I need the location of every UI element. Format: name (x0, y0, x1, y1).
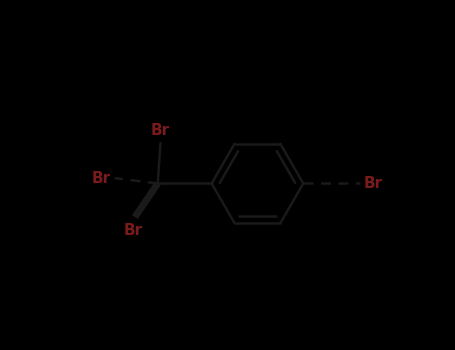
Text: Br: Br (364, 176, 383, 191)
Text: Br: Br (124, 223, 143, 238)
Text: Br: Br (151, 122, 170, 138)
Text: Br: Br (91, 170, 111, 186)
